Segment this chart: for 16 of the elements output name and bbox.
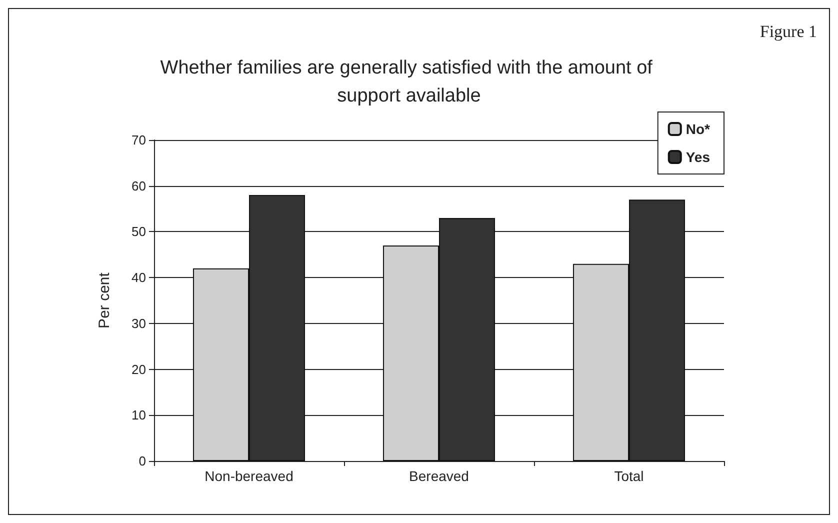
y-tick-label: 20: [132, 362, 146, 377]
legend-label: No*: [686, 121, 711, 137]
x-tick-label: Non-bereaved: [204, 468, 294, 484]
y-axis-title: Per cent: [96, 272, 113, 328]
y-tick-label: 0: [138, 454, 146, 468]
y-tick-label: 60: [132, 178, 146, 194]
y-tick-label: 40: [132, 270, 146, 286]
legend-label: Yes: [686, 149, 710, 165]
x-tick-label: Bereaved: [409, 468, 469, 484]
caption: Figure 1: [760, 22, 818, 41]
y-tick-label: 70: [132, 132, 146, 148]
y-tick-label: 10: [132, 408, 146, 423]
y-tick-label: 30: [132, 316, 146, 331]
x-tick-label: Total: [614, 468, 644, 484]
y-tick-label: 50: [132, 224, 146, 240]
chart-title: Whether families are generally satisfied with the amount of support available: [160, 58, 658, 106]
